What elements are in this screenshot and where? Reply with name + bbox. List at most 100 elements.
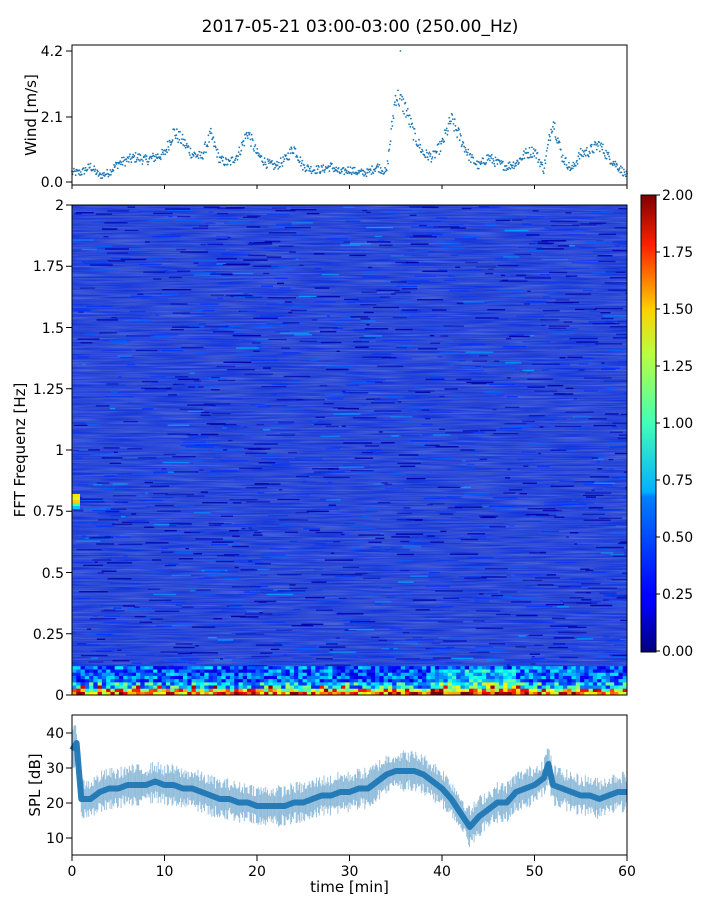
spectrogram-cell xyxy=(266,256,282,258)
spectrogram-cell xyxy=(136,682,141,686)
spectrogram-cell xyxy=(588,688,594,692)
spectrogram-cell xyxy=(461,207,472,210)
wind-point xyxy=(177,141,180,144)
wind-y-axis-label: Wind [m/s] xyxy=(22,74,40,156)
spectrogram-cell xyxy=(539,426,544,428)
spectrogram-cell xyxy=(73,449,79,452)
wind-point xyxy=(582,155,585,158)
spectrogram-cell xyxy=(584,309,594,311)
spectrogram-cell xyxy=(460,449,475,451)
spectrogram-cell xyxy=(97,688,103,692)
spectrogram-cell xyxy=(384,487,405,490)
spectrogram-cell xyxy=(323,402,334,405)
spectrogram-cell xyxy=(405,235,415,238)
spectrogram-cell xyxy=(575,675,581,680)
wind-point xyxy=(246,134,249,137)
spectrogram-cell xyxy=(430,672,436,676)
spectrogram-cell xyxy=(211,541,234,543)
spectrogram-cell xyxy=(101,672,107,676)
spectrogram-cell xyxy=(433,226,460,228)
wind-point xyxy=(459,133,462,135)
spectrogram-cell xyxy=(422,675,427,680)
spectrogram-cell xyxy=(460,675,466,680)
spectrogram-cell xyxy=(439,682,444,686)
spectrogram-cell xyxy=(76,675,81,680)
spectrogram-cell xyxy=(168,563,179,565)
spectrogram-cell xyxy=(174,669,180,673)
spectrogram-cell xyxy=(73,510,84,512)
spectrogram-cell xyxy=(363,577,381,580)
spectrogram-cell xyxy=(481,682,487,686)
spectrogram-cell xyxy=(605,672,611,676)
spectrogram-cell xyxy=(609,679,615,683)
wind-point xyxy=(244,137,247,140)
spectrogram-cell xyxy=(84,669,90,673)
spectrogram-cell xyxy=(461,460,466,462)
spectrogram-cell xyxy=(475,646,493,648)
spectrogram-cell xyxy=(150,483,179,485)
spectrogram-cell xyxy=(406,478,426,480)
spectrogram-cell xyxy=(144,685,150,689)
spectrogram-cell xyxy=(247,243,273,245)
spectrogram-cell xyxy=(277,590,306,592)
spectrogram-cell xyxy=(601,669,607,673)
spectrogram-cell xyxy=(591,553,596,555)
spectrogram-cell xyxy=(208,682,214,686)
spectrogram-cell xyxy=(315,679,321,683)
spectrogram-cell xyxy=(255,669,261,673)
spectrogram-cell xyxy=(615,245,620,247)
spectrogram-cell xyxy=(520,691,525,695)
spectrogram-cell xyxy=(580,682,585,686)
spectrogram-cell xyxy=(183,441,206,443)
spectrogram-cell xyxy=(243,259,268,261)
spectrogram-cell xyxy=(312,468,334,470)
spectrogram-cell xyxy=(311,672,316,676)
spectrogram-cell xyxy=(422,327,449,329)
spectrogram-cell xyxy=(365,507,378,509)
spectrogram-cell xyxy=(144,669,150,673)
spectrogram-cell xyxy=(370,682,376,686)
spectrogram-cell xyxy=(451,517,462,519)
spectrogram-cell xyxy=(528,685,534,689)
spectrogram-cell xyxy=(72,682,77,686)
wind-point xyxy=(467,148,470,151)
spectrogram-cell xyxy=(474,600,490,602)
spectrogram-cell xyxy=(505,362,522,364)
spectrogram-cell xyxy=(443,672,449,676)
spectrogram-cell xyxy=(580,247,596,249)
wind-point xyxy=(565,157,567,159)
spectrogram-cell xyxy=(289,675,295,680)
spectrogram-cell xyxy=(620,638,627,641)
spectrogram-cell xyxy=(229,669,235,673)
spectrogram-cell xyxy=(576,612,590,614)
spectrogram-cell xyxy=(409,666,414,670)
spectrogram-cell xyxy=(582,513,605,515)
wind-point xyxy=(256,148,259,150)
spectrogram-cell xyxy=(101,666,107,670)
spectrogram-cell xyxy=(588,332,594,334)
spectrogram-cell xyxy=(294,679,299,683)
spectrogram-cell xyxy=(362,685,367,689)
spectrogram-cell xyxy=(202,502,228,504)
spectrogram-cell xyxy=(212,679,218,683)
wind-point xyxy=(431,156,434,158)
wind-point xyxy=(576,159,578,162)
spectrogram-cell xyxy=(469,682,474,686)
spectrogram-cell xyxy=(336,685,342,689)
spectrogram-cell xyxy=(289,685,295,689)
wind-point xyxy=(319,172,322,175)
spectrogram-cell xyxy=(110,691,116,695)
spectrogram-cell xyxy=(127,675,133,680)
spectrogram-cell xyxy=(614,644,625,646)
spectrogram-cell xyxy=(315,682,321,686)
wind-point xyxy=(462,142,465,144)
spectrogram-cell xyxy=(193,553,202,555)
wind-point xyxy=(390,127,393,130)
spectrogram-cell xyxy=(606,218,617,221)
spectrogram-cell xyxy=(548,331,575,333)
spectrogram-cell xyxy=(409,682,414,686)
spectrogram-cell xyxy=(89,682,94,686)
spectrogram-cell xyxy=(189,325,205,327)
spectrogram-cell xyxy=(533,679,538,683)
spl-ytick-label: 40 xyxy=(46,726,64,742)
